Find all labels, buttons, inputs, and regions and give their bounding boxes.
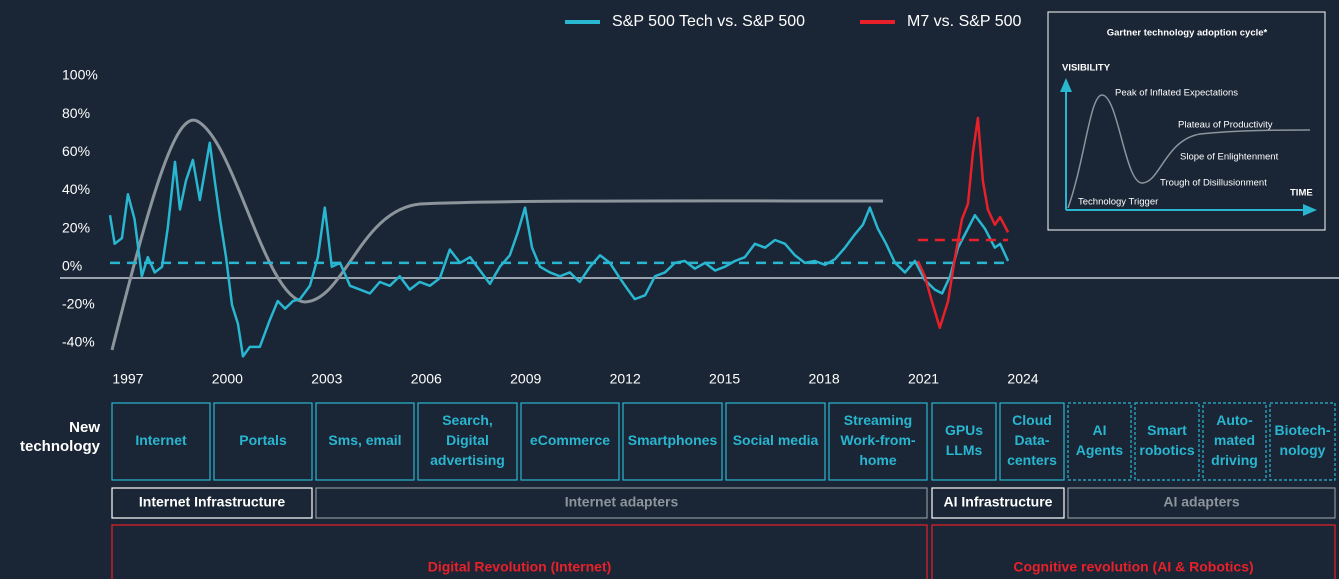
series-line bbox=[916, 116, 1010, 329]
inset: Gartner technology adoption cycle* VISIB… bbox=[1047, 11, 1326, 231]
arrow bbox=[1303, 204, 1317, 216]
phase-label: Internet adapters bbox=[565, 494, 679, 510]
y-tick-label: 60% bbox=[62, 143, 90, 159]
x-tick-label: 2003 bbox=[311, 371, 342, 387]
x-tick-label: 2000 bbox=[212, 371, 243, 387]
inset-curve bbox=[1067, 94, 1311, 209]
technology-label: Smartphones bbox=[628, 432, 718, 448]
phase-label: AI Infrastructure bbox=[944, 494, 1053, 510]
arrow bbox=[1060, 78, 1072, 92]
revolution-label: Digital Revolution (Internet) bbox=[428, 559, 612, 575]
x-tick-label: 2024 bbox=[1007, 371, 1038, 387]
inset-x-label: TIME bbox=[1290, 188, 1313, 199]
technology-label: Sms, email bbox=[328, 432, 401, 448]
technology-tile bbox=[1134, 402, 1200, 481]
inset-title: Gartner technology adoption cycle* bbox=[1107, 28, 1268, 39]
technology-tile bbox=[1067, 402, 1132, 481]
phase-label: Plateau of Productivity bbox=[1178, 120, 1273, 131]
technology-label: mated bbox=[1214, 432, 1255, 448]
y-tick-label: 80% bbox=[62, 105, 90, 121]
phase-label: Trough of Disillusionment bbox=[1160, 178, 1267, 189]
legend-label: M7 vs. S&P 500 bbox=[907, 13, 1022, 30]
x-tick-label: 2018 bbox=[809, 371, 840, 387]
technology-label: home bbox=[859, 452, 897, 468]
technology-tile bbox=[213, 402, 313, 481]
technology-label: Agents bbox=[1076, 442, 1124, 458]
inset-y-label: VISIBILITY bbox=[1062, 63, 1111, 74]
technology-tile bbox=[999, 402, 1065, 481]
plot: 100% 80% 60% 40% 20% 0% -20% -40% 1997 2000 2003 20… bbox=[62, 67, 1039, 387]
technology-label: Social media bbox=[733, 432, 819, 448]
technology-label: Search, bbox=[442, 412, 493, 428]
x-tick-label: 2009 bbox=[510, 371, 541, 387]
phase-box bbox=[315, 487, 928, 519]
technology-tile bbox=[417, 402, 518, 481]
phase-label: Peak of Inflated Expectations bbox=[1115, 88, 1238, 99]
technology-label: Portals bbox=[239, 432, 287, 448]
technology-label: AI bbox=[1093, 422, 1107, 438]
technology-label: Data- bbox=[1014, 432, 1049, 448]
phase-box bbox=[111, 487, 313, 519]
technology-tile bbox=[725, 402, 826, 481]
technology-tile bbox=[1202, 402, 1267, 481]
technology-label: GPUs bbox=[945, 422, 983, 438]
series-line bbox=[108, 141, 1010, 358]
phase-label: Slope of Enlightenment bbox=[1180, 152, 1279, 163]
y-tick-label: -40% bbox=[62, 334, 95, 350]
technology-label: centers bbox=[1007, 452, 1057, 468]
legend-label: S&P 500 Tech vs. S&P 500 bbox=[612, 13, 805, 30]
y-tick-label: 100% bbox=[62, 67, 98, 83]
technology-label: LLMs bbox=[946, 442, 983, 458]
technology-tile bbox=[520, 402, 620, 481]
technology-tile bbox=[315, 402, 415, 481]
technology-tile bbox=[931, 402, 997, 481]
timeline: Internet Portals Sms, email Search, Digital a… bbox=[111, 402, 1336, 579]
y-tick-label: 20% bbox=[62, 219, 90, 235]
x-tick-label: 2012 bbox=[610, 371, 641, 387]
technology-tile bbox=[828, 402, 928, 481]
y-tick-label: 0% bbox=[62, 257, 82, 273]
technology-tile bbox=[622, 402, 723, 481]
phase-label: Technology Trigger bbox=[1078, 197, 1158, 208]
technology-label: driving bbox=[1211, 452, 1258, 468]
technology-label: Smart bbox=[1147, 422, 1187, 438]
technology-label: eCommerce bbox=[530, 432, 610, 448]
technology-label: Auto- bbox=[1216, 412, 1253, 428]
x-tick-label: 2006 bbox=[411, 371, 442, 387]
technology-tile bbox=[1269, 402, 1336, 481]
technology-label: robotics bbox=[1139, 442, 1194, 458]
revolution-label: Cognitive revolution (AI & Robotics) bbox=[1013, 559, 1253, 575]
row-label: technology bbox=[20, 438, 101, 455]
y-tick-label: 40% bbox=[62, 181, 90, 197]
technology-label: Work-from- bbox=[840, 432, 916, 448]
y-tick-label: -20% bbox=[62, 296, 95, 312]
technology-label: advertising bbox=[430, 452, 505, 468]
phase-label: Internet Infrastructure bbox=[139, 494, 285, 510]
technology-label: Internet bbox=[135, 432, 187, 448]
technology-label: Digital bbox=[446, 432, 489, 448]
technology-label: Streaming bbox=[844, 412, 912, 428]
x-tick-label: 2021 bbox=[908, 371, 939, 387]
phase-box bbox=[931, 487, 1065, 519]
technology-label: Cloud bbox=[1012, 412, 1052, 428]
hype-curve bbox=[110, 118, 884, 351]
phase-label: AI adapters bbox=[1163, 494, 1239, 510]
technology-tile bbox=[111, 402, 211, 481]
inset-frame bbox=[1047, 11, 1326, 231]
technology-label: nology bbox=[1280, 442, 1326, 458]
phase-box bbox=[1067, 487, 1336, 519]
x-tick-label: 2015 bbox=[709, 371, 740, 387]
x-tick-label: 1997 bbox=[112, 371, 143, 387]
revolution-box bbox=[931, 524, 1336, 579]
revolution-box bbox=[111, 524, 928, 579]
row-label: New bbox=[69, 419, 100, 436]
technology-label: Biotech- bbox=[1275, 422, 1331, 438]
